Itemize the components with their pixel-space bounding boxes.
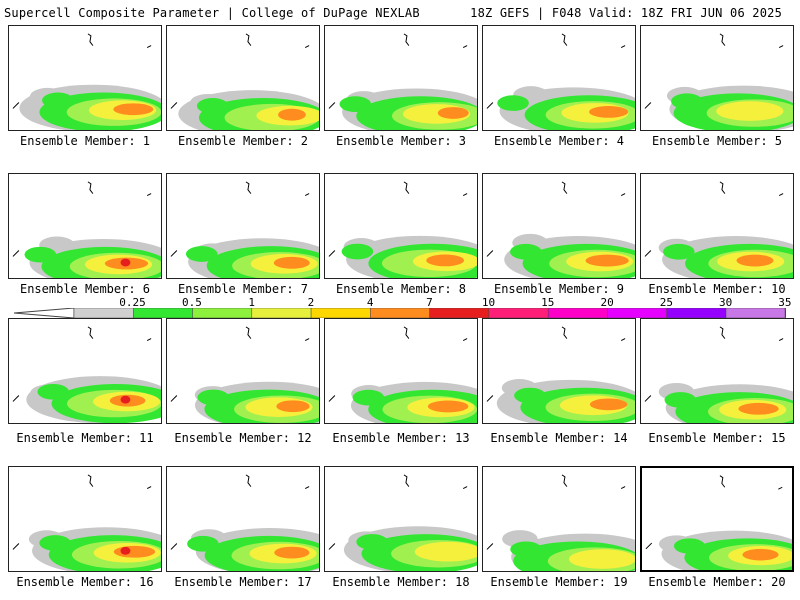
member-map-6	[12, 181, 161, 278]
member-label-4: Ensemble Member: 4	[493, 134, 625, 148]
member-label-9: Ensemble Member: 9	[493, 282, 625, 296]
member-map-17	[170, 474, 319, 571]
member-label-20: Ensemble Member: 20	[648, 575, 786, 589]
member-label-19: Ensemble Member: 19	[490, 575, 628, 589]
colorbar-tick-5: 7	[426, 296, 433, 309]
member-map-12	[170, 326, 319, 423]
colorbar-right-arrow	[784, 308, 786, 318]
member-map-15	[644, 326, 793, 423]
member-panel-10[interactable]	[640, 173, 794, 279]
colorbar-segment-6	[429, 308, 490, 318]
member-label-14: Ensemble Member: 14	[490, 431, 628, 445]
member-map-19	[486, 474, 635, 571]
member-map-1	[12, 33, 161, 130]
title-right: 18Z GEFS | F048 Valid: 18Z FRI JUN 06 20…	[470, 6, 782, 20]
colorbar-segment-10	[666, 308, 727, 318]
member-map-4	[486, 33, 635, 130]
member-panel-16[interactable]	[8, 466, 162, 572]
member-label-11: Ensemble Member: 11	[16, 431, 154, 445]
member-map-20	[645, 475, 792, 570]
member-panel-7[interactable]	[166, 173, 320, 279]
member-map-7	[170, 181, 319, 278]
member-map-13	[328, 326, 477, 423]
member-label-16: Ensemble Member: 16	[16, 575, 154, 589]
member-label-2: Ensemble Member: 2	[177, 134, 309, 148]
member-map-8	[328, 181, 477, 278]
member-panel-5[interactable]	[640, 25, 794, 131]
member-panel-8[interactable]	[324, 173, 478, 279]
member-label-10: Ensemble Member: 10	[648, 282, 786, 296]
colorbar-tick-10: 30	[719, 296, 733, 309]
colorbar-tick-0: 0.25	[119, 296, 146, 309]
member-label-8: Ensemble Member: 8	[335, 282, 467, 296]
member-map-16	[12, 474, 161, 571]
member-map-9	[486, 181, 635, 278]
member-label-5: Ensemble Member: 5	[651, 134, 783, 148]
colorbar-tick-1: 0.5	[182, 296, 202, 309]
colorbar-tick-11: 35	[778, 296, 792, 309]
member-panel-13[interactable]	[324, 318, 478, 424]
member-map-14	[486, 326, 635, 423]
member-map-3	[328, 33, 477, 130]
colorbar-tick-7: 15	[541, 296, 555, 309]
member-panel-9[interactable]	[482, 173, 636, 279]
member-panel-4[interactable]	[482, 25, 636, 131]
member-label-3: Ensemble Member: 3	[335, 134, 467, 148]
member-panel-19[interactable]	[482, 466, 636, 572]
colorbar-segment-7	[488, 308, 549, 318]
member-label-17: Ensemble Member: 17	[174, 575, 312, 589]
colorbar-segment-4	[310, 308, 371, 318]
colorbar-tick-3: 2	[307, 296, 315, 309]
member-panel-11[interactable]	[8, 318, 162, 424]
member-label-13: Ensemble Member: 13	[332, 431, 470, 445]
member-label-7: Ensemble Member: 7	[177, 282, 309, 296]
member-panel-18[interactable]	[324, 466, 478, 572]
member-map-11	[12, 326, 161, 423]
member-panel-1[interactable]	[8, 25, 162, 131]
member-panel-17[interactable]	[166, 466, 320, 572]
colorbar-segment-5	[370, 308, 430, 318]
colorbar-segment-2	[192, 308, 253, 318]
colorbar-tick-6: 10	[481, 296, 496, 309]
colorbar-segment-0	[73, 308, 134, 318]
colorbar-segment-3	[251, 308, 312, 318]
member-panel-20[interactable]	[640, 466, 794, 572]
colorbar	[14, 308, 786, 318]
member-panel-12[interactable]	[166, 318, 320, 424]
member-label-15: Ensemble Member: 15	[648, 431, 786, 445]
member-map-2	[170, 33, 319, 130]
member-panel-14[interactable]	[482, 318, 636, 424]
member-panel-2[interactable]	[166, 25, 320, 131]
member-map-18	[328, 474, 477, 571]
colorbar-segment-1	[133, 308, 193, 318]
member-panel-15[interactable]	[640, 318, 794, 424]
colorbar-tick-4: 4	[366, 296, 374, 309]
member-map-10	[644, 181, 793, 278]
member-label-1: Ensemble Member: 1	[19, 134, 151, 148]
title-left: Supercell Composite Parameter | College …	[4, 6, 420, 20]
colorbar-segment-8	[547, 308, 608, 318]
colorbar-tick-9: 25	[659, 296, 673, 309]
colorbar-segment-9	[607, 308, 667, 318]
member-label-18: Ensemble Member: 18	[332, 575, 470, 589]
colorbar-left-arrow	[14, 308, 75, 318]
member-panel-6[interactable]	[8, 173, 162, 279]
member-label-12: Ensemble Member: 12	[174, 431, 312, 445]
member-label-6: Ensemble Member: 6	[19, 282, 151, 296]
colorbar-tick-8: 20	[600, 296, 614, 309]
member-map-5	[644, 33, 793, 130]
colorbar-tick-2: 1	[248, 296, 255, 309]
member-panel-3[interactable]	[324, 25, 478, 131]
colorbar-segment-11	[725, 308, 786, 318]
